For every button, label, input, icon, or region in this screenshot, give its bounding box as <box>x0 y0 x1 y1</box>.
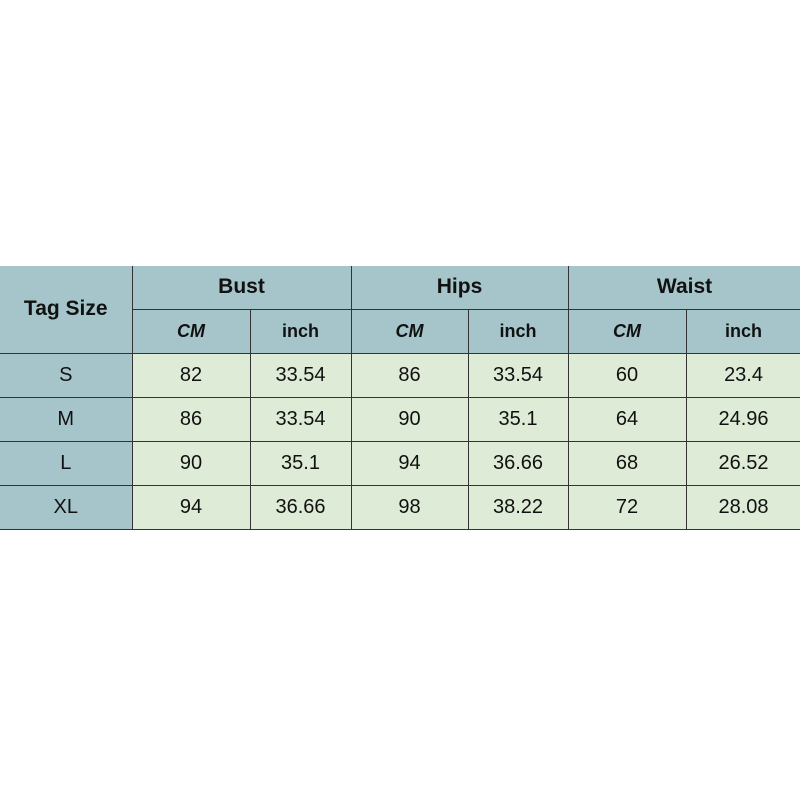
tag-size-header: Tag Size <box>0 266 133 354</box>
value-cell: 86 <box>131 396 251 442</box>
hips-header: Hips <box>350 266 569 310</box>
value-cell: 36.66 <box>249 484 352 530</box>
value-cell: 90 <box>131 440 251 486</box>
value-cell: 36.66 <box>467 440 569 486</box>
value-cell: 33.54 <box>249 353 352 398</box>
value-cell: 33.54 <box>249 396 352 442</box>
value-cell: 38.22 <box>467 484 569 530</box>
value-cell: 33.54 <box>467 353 569 398</box>
value-cell: 28.08 <box>685 484 800 530</box>
table-row: XL 94 36.66 98 38.22 72 28.08 <box>0 484 800 530</box>
value-cell: 64 <box>567 396 687 442</box>
table-row: L 90 35.1 94 36.66 68 26.52 <box>0 440 800 486</box>
value-cell: 94 <box>350 440 469 486</box>
value-cell: 24.96 <box>685 396 800 442</box>
size-cell: M <box>0 396 133 442</box>
value-cell: 82 <box>131 353 251 398</box>
value-cell: 72 <box>567 484 687 530</box>
unit-inch: inch <box>249 308 352 354</box>
bust-header: Bust <box>131 266 352 310</box>
header-row-groups: Tag Size Bust Hips Waist <box>0 266 800 354</box>
value-cell: 94 <box>131 484 251 530</box>
table-row: M 86 33.54 90 35.1 64 24.96 <box>0 396 800 442</box>
value-cell: 90 <box>350 396 469 442</box>
size-cell: XL <box>0 484 133 530</box>
value-cell: 26.52 <box>685 440 800 486</box>
unit-inch: inch <box>685 308 800 354</box>
table-row: S 82 33.54 86 33.54 60 23.4 <box>0 353 800 398</box>
value-cell: 68 <box>567 440 687 486</box>
size-cell: S <box>0 353 133 398</box>
value-cell: 35.1 <box>249 440 352 486</box>
unit-inch: inch <box>467 308 569 354</box>
unit-cm: CM <box>132 308 251 354</box>
unit-cm: CM <box>567 308 687 354</box>
value-cell: 98 <box>350 484 469 530</box>
size-cell: L <box>0 440 133 486</box>
waist-header: Waist <box>567 266 800 310</box>
value-cell: 86 <box>350 353 469 398</box>
value-cell: 23.4 <box>685 353 800 398</box>
value-cell: 35.1 <box>467 396 569 442</box>
size-chart-table: Tag Size Bust Hips Waist CM inch CM inch… <box>0 266 800 530</box>
header-row-units: CM inch CM inch CM inch <box>0 308 800 354</box>
value-cell: 60 <box>567 353 687 398</box>
unit-cm: CM <box>350 308 469 354</box>
